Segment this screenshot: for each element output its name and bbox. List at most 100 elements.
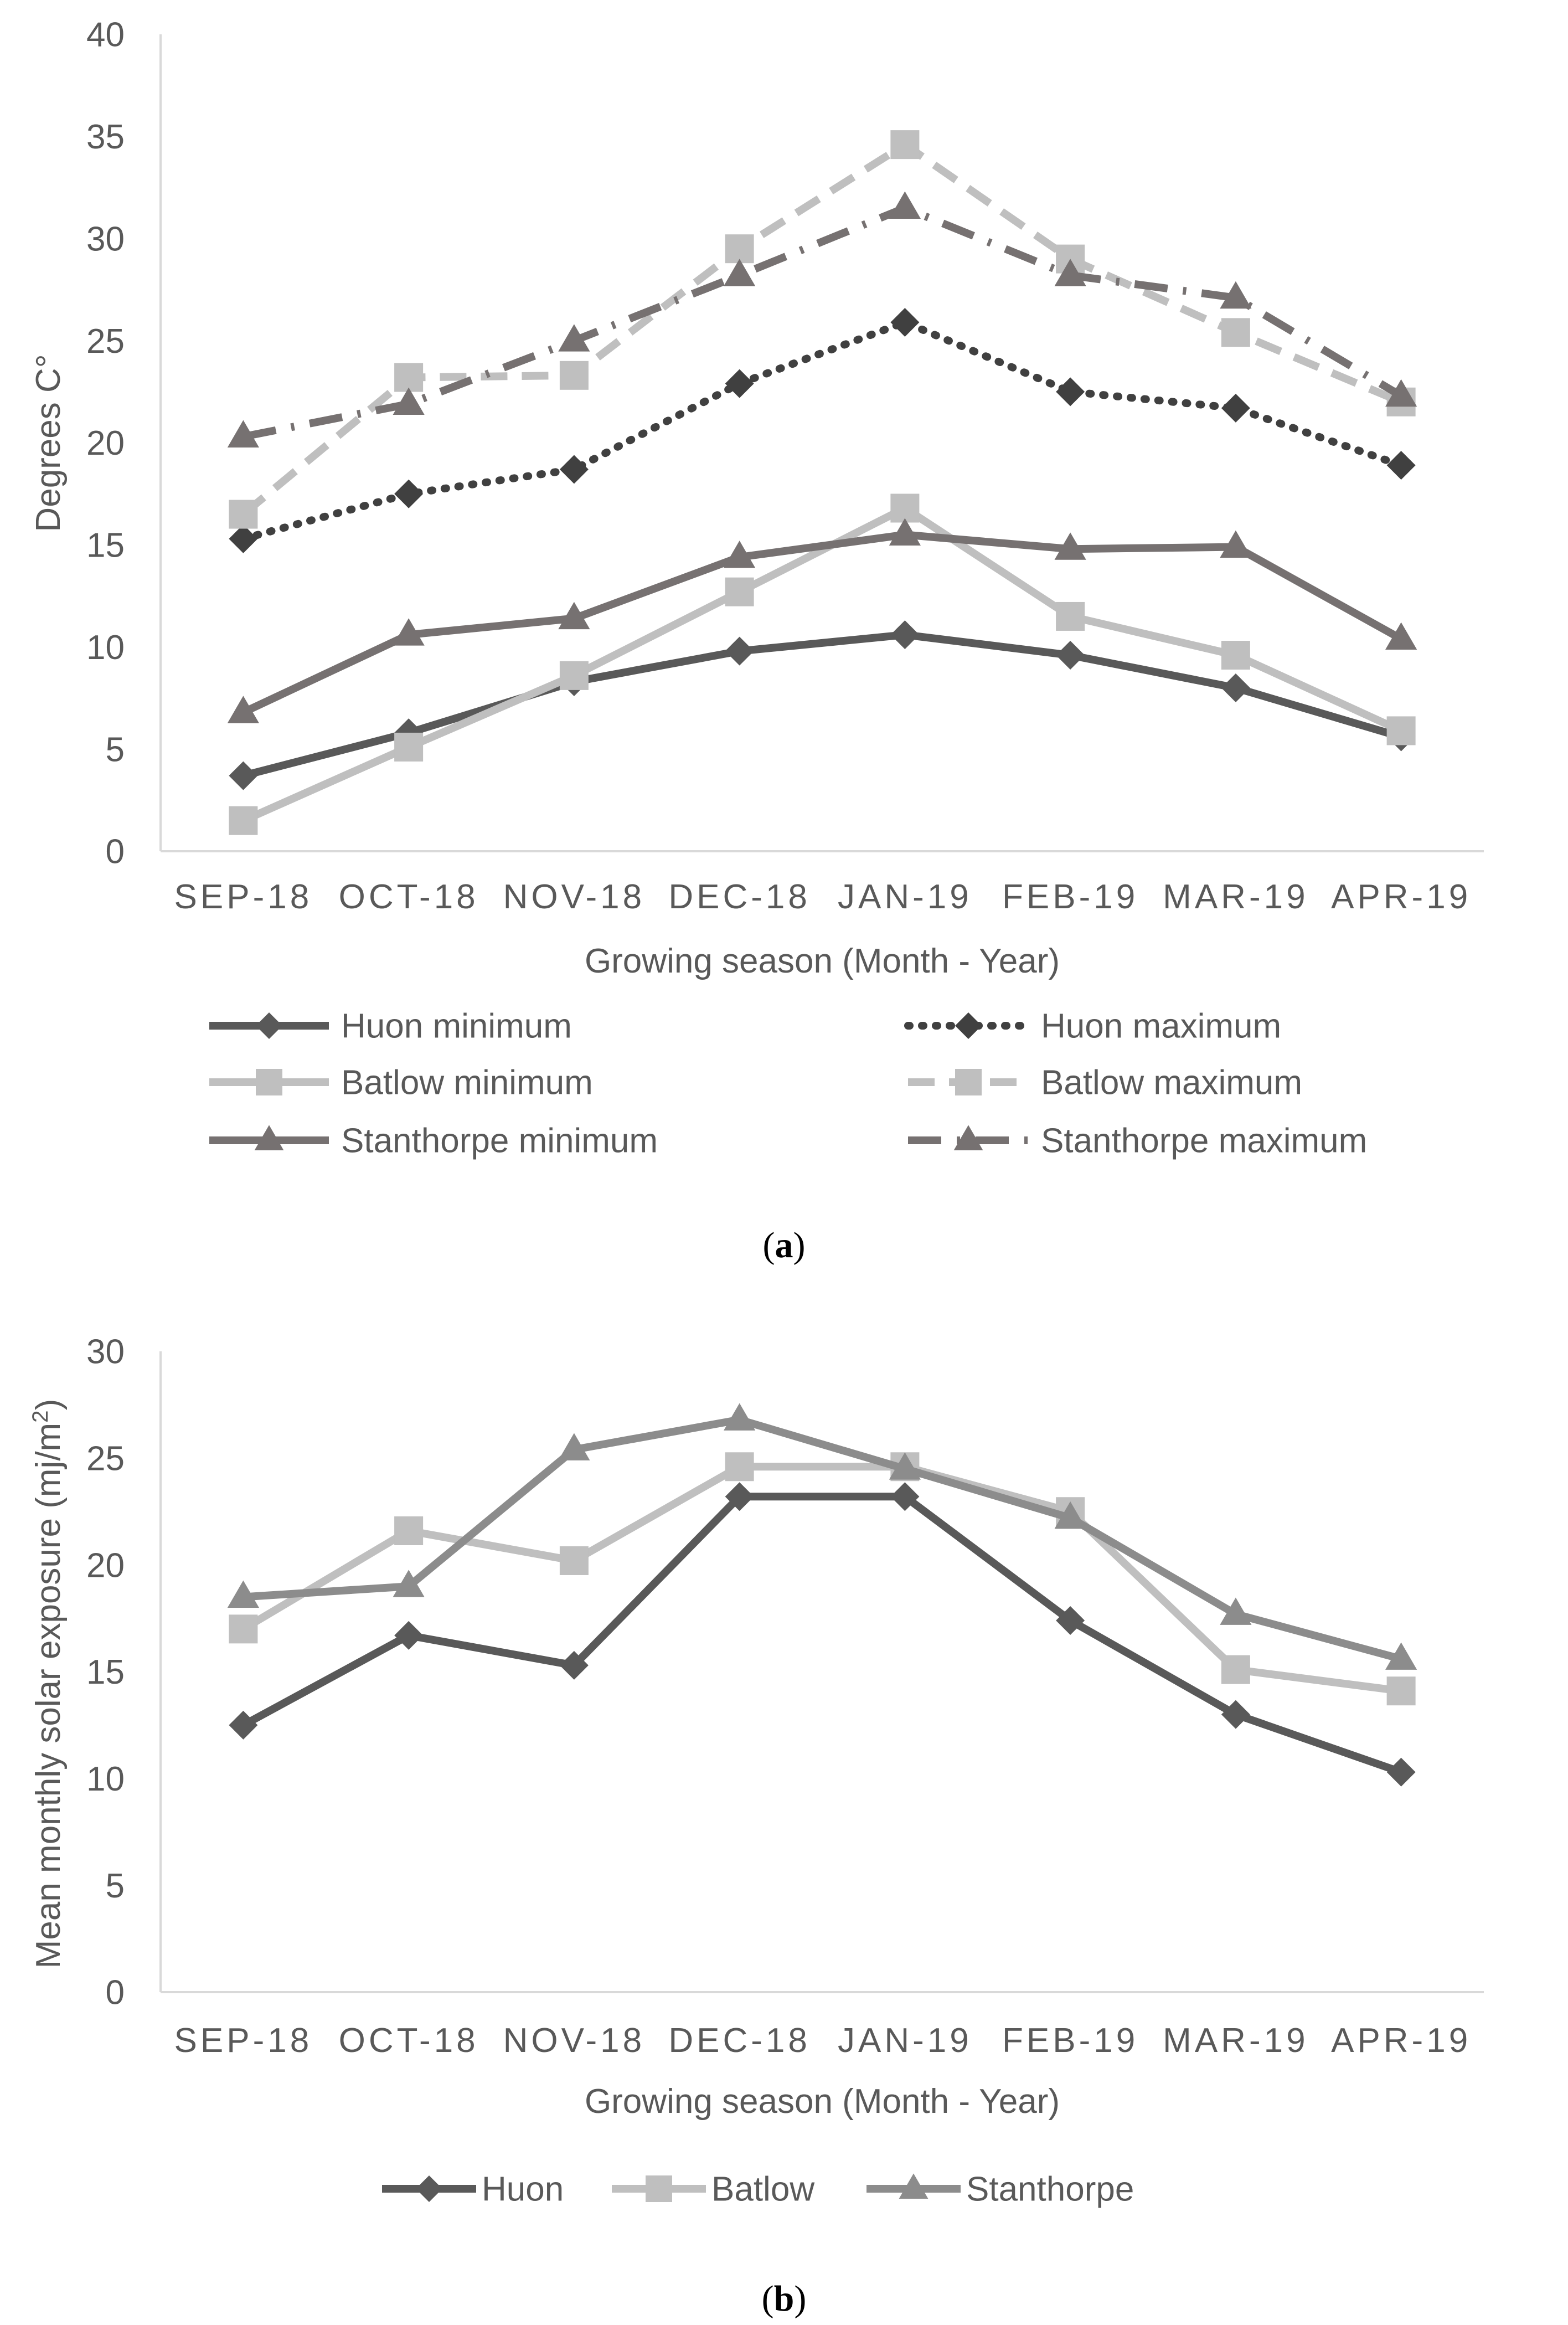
chart-a: 0 5 10 15 20 25 30 35 40 SEP-18 OCT-18 NOV-18 DEC-18… [29,16,1484,1266]
data-point [1221,1700,1250,1729]
data-point [1056,601,1085,631]
series-line [243,1416,1402,1663]
y-tick-label: 0 [106,1974,125,2012]
series-batlow-maximum [229,130,1416,529]
data-point [890,130,920,160]
data-point [558,601,590,630]
x-tick-label: JAN-19 [838,878,972,916]
legend-label: Stanthorpe maximum [1041,1122,1367,1160]
data-point [559,1546,589,1575]
x-tick-label: MAR-19 [1163,878,1308,916]
data-point [1221,1655,1250,1684]
data-point [1056,377,1085,407]
series-line [241,531,1404,716]
y-tick-label: 30 [86,1333,125,1371]
data-point [393,618,425,646]
data-point [394,732,424,762]
y-tick-label: 15 [86,1653,125,1691]
panel-label-close: ) [794,2278,806,2319]
legend-label: Stanthorpe [966,2170,1134,2209]
data-point [559,1650,589,1680]
series-huon-minimum [229,620,1416,790]
data-point [725,369,754,398]
y-axis-title: Mean monthly solar exposure (mj/m2) [28,1399,68,1969]
data-point [1221,673,1250,702]
data-point [1385,622,1417,650]
data-point [229,806,258,835]
y-axis-title-text: Degrees C° [29,354,68,532]
y-tick-label: 25 [86,322,125,361]
data-point [227,420,259,447]
legend-marker [953,1125,983,1150]
data-point [227,1580,259,1608]
legend-item: Batlow [612,2170,814,2209]
series-line [241,1463,1402,1695]
data-point [229,1710,258,1740]
y-tick-label: 40 [86,16,125,54]
data-point [724,541,756,568]
y-tick-label: 5 [106,1867,125,1905]
panel-label: (b) [762,2278,807,2319]
data-point [724,259,756,286]
x-tick-label: APR-19 [1331,2021,1471,2060]
legend-marker [256,1069,282,1095]
data-point [725,1482,754,1511]
y-tick-label: 10 [86,629,125,667]
data-point [229,761,258,790]
legend-marker [955,1012,982,1039]
x-tick-label: SEP-18 [174,878,313,916]
x-tick-label: OCT-18 [339,2021,479,2060]
data-point [1386,1757,1416,1787]
data-point [1385,379,1417,407]
series-line [241,504,1403,825]
x-tick-label: DEC-18 [668,878,811,916]
data-point [229,500,258,529]
series-huon [229,1482,1416,1787]
series-stanthorpe-minimum [227,518,1417,723]
data-point [1220,530,1252,558]
y-tick-label: 30 [86,220,125,258]
legend-label: Huon [482,2170,564,2209]
data-point [1386,716,1416,745]
data-point [393,1570,425,1597]
legend-item: Batlow minimum [209,1064,593,1102]
y-tick-label: 15 [86,527,125,565]
data-point [229,524,258,553]
x-tick-label: SEP-18 [174,2021,313,2060]
x-tick-label: MAR-19 [1163,2021,1308,2060]
legend-item: Huon [382,2170,564,2209]
legend-label: Huon minimum [341,1007,572,1046]
data-point [725,1452,754,1482]
data-point [394,363,424,392]
x-tick-label: OCT-18 [339,878,479,916]
data-point [889,1452,921,1480]
data-point [889,518,921,546]
data-point [1056,1606,1085,1635]
data-point [394,1516,424,1545]
data-point [558,324,590,352]
legend-label: Batlow [711,2170,814,2209]
legend-label: Batlow minimum [341,1064,593,1102]
y-tick-label: 20 [86,424,125,462]
series-huon-maximum [229,307,1416,553]
legend-marker [254,1125,284,1150]
panel-label-letter: a [775,1225,793,1266]
y-axis-title: Degrees C° [29,354,68,532]
y-tick-label: 25 [86,1440,125,1478]
y-tick-label: 0 [106,833,125,871]
data-point [1386,1676,1416,1706]
data-point [1385,1642,1417,1670]
series-line [242,631,1402,780]
x-tick-label: APR-19 [1331,878,1471,916]
data-point [229,1614,258,1644]
data-point [394,1621,424,1650]
data-point [1386,451,1416,480]
x-tick-label: FEB-19 [1002,878,1138,916]
legend-item: Stanthorpe minimum [209,1122,658,1160]
data-point [1221,393,1250,423]
x-tick-label: FEB-19 [1002,2021,1138,2060]
x-tick-label: NOV-18 [503,878,646,916]
data-point [1054,259,1086,286]
legend-label: Stanthorpe minimum [341,1122,658,1160]
